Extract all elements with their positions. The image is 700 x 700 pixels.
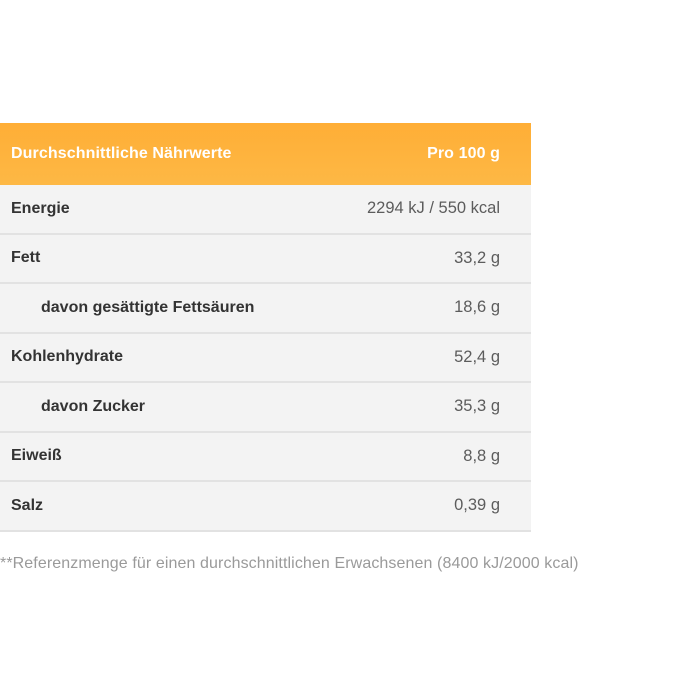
row-value: 0,39 g — [454, 496, 500, 515]
row-label: Fett — [11, 249, 41, 267]
row-value: 8,8 g — [463, 446, 500, 465]
table-row-gesaettigte-fettsaeuren: davon gesättigte Fettsäuren 18,6 g — [0, 284, 531, 334]
row-label: Salz — [11, 496, 44, 514]
table-row-salz: Salz 0,39 g — [0, 482, 531, 532]
header-label: Durchschnittliche Nährwerte — [11, 145, 232, 162]
table-row-energie: Energie 2294 kJ / 550 kcal — [0, 185, 531, 235]
table-row-zucker: davon Zucker 35,3 g — [0, 383, 531, 433]
row-label: Eiweiß — [11, 447, 62, 465]
table-header: Durchschnittliche Nährwerte Pro 100 g — [0, 123, 531, 185]
table-row-eiweiss: Eiweiß 8,8 g — [0, 432, 531, 482]
row-value: 33,2 g — [454, 248, 500, 267]
table-row-fett: Fett 33,2 g — [0, 234, 531, 284]
row-label: Energie — [11, 199, 70, 217]
row-label: davon gesättigte Fettsäuren — [41, 298, 255, 316]
row-value: 18,6 g — [454, 298, 500, 317]
row-label: davon Zucker — [41, 397, 146, 415]
row-label: Kohlenhydrate — [11, 348, 124, 366]
row-value: 35,3 g — [454, 397, 500, 416]
row-value: 52,4 g — [454, 347, 500, 366]
table-row-kohlenhydrate: Kohlenhydrate 52,4 g — [0, 333, 531, 383]
nutrition-table: Durchschnittliche Nährwerte Pro 100 g En… — [0, 123, 531, 532]
header-value: Pro 100 g — [427, 145, 500, 162]
row-value: 2294 kJ / 550 kcal — [367, 199, 500, 218]
footnote: **Referenzmenge für einen durchschnittli… — [0, 555, 579, 572]
